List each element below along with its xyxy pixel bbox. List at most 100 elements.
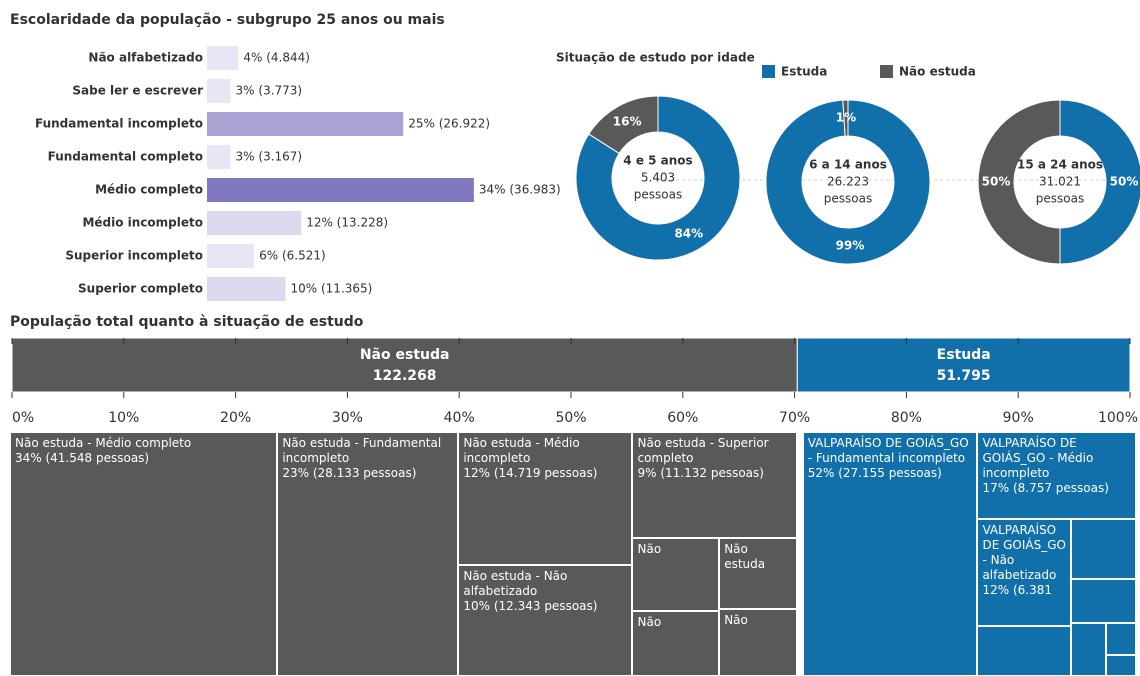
node-name: Não estuda - Médio incompleto	[463, 436, 580, 465]
donut-center-label: 4 e 5 anos	[623, 154, 692, 168]
treemap-node: VALPARAÍSO DE GOIÁS_GO - Não alfabetizad…	[977, 518, 1072, 626]
treemap-node: VALPARAÍSO DE GOIÁS_GO - Médio incomplet…	[977, 432, 1136, 519]
donut-center-total: 31.021	[1039, 175, 1081, 189]
treemap-node	[1071, 518, 1136, 580]
segment-count: 122.268	[373, 368, 437, 384]
donut-center-label: 6 a 14 anos	[809, 158, 887, 172]
x-tick-label: 0%	[12, 410, 34, 426]
value-label: 34% (36.983)	[479, 183, 561, 197]
donut-slice	[1059, 99, 1140, 265]
node-name: VALPARAÍSO DE GOIÁS_GO - Não alfabetizad…	[982, 522, 1066, 582]
donut-slice	[765, 99, 931, 265]
treemap-node: Não estuda - Não alfabetizado 10% (12.343…	[458, 564, 633, 676]
value-label: 4% (4.844)	[243, 51, 310, 65]
treemap-node: Não estuda	[719, 538, 797, 610]
treemap-node	[1106, 622, 1136, 655]
bar-label: Fundamental completo	[48, 150, 203, 164]
treemap-node: Não estuda - Médio incompleto 12% (14.719…	[458, 432, 633, 565]
x-tick-label: 100%	[1098, 410, 1138, 426]
donut-center-total: 5.403	[641, 171, 675, 185]
treemap-node: VALPARAÍSO DE GOIÁS_GO - Fundamental inc…	[802, 432, 978, 676]
treemap-node	[1106, 654, 1136, 676]
bar-title: Escolaridade da população - subgrupo 25 …	[10, 12, 445, 28]
node-detail: 17% (8.757 pessoas)	[982, 481, 1109, 495]
node-name: Não	[637, 542, 662, 557]
node-name: Não estuda - Médio completo	[15, 436, 192, 450]
donut-slice	[977, 99, 1061, 265]
slice-label: 50%	[1110, 175, 1139, 189]
slice-label: 1%	[836, 111, 856, 125]
bar	[207, 79, 231, 103]
treemap-node: Não estuda - Fundamental incompleto 23% (…	[277, 432, 459, 676]
bar	[207, 145, 231, 169]
treemap-node: Não	[632, 538, 720, 611]
stack-segment	[796, 337, 1131, 393]
node-name: VALPARAÍSO DE GOIÁS_GO - Fundamental inc…	[807, 436, 969, 465]
bar-label: Superior completo	[78, 282, 203, 296]
slice-label: 84%	[674, 227, 703, 241]
treemap-node	[977, 625, 1072, 676]
node-name: VALPARAÍSO DE GOIÁS_GO - Médio incomplet…	[982, 436, 1094, 480]
donut-center-label: 15 a 24 anos	[1017, 158, 1103, 172]
x-tick-label: 50%	[555, 410, 586, 426]
value-label: 6% (6.521)	[259, 249, 326, 263]
donut-center-unit: pessoas	[634, 188, 682, 202]
x-tick-label: 30%	[332, 410, 363, 426]
node-detail: 34% (41.548 pessoas)	[15, 451, 150, 465]
bar-label: Médio completo	[95, 183, 203, 197]
bar-label: Superior incompleto	[65, 249, 203, 263]
bar	[207, 178, 474, 202]
value-label: 10% (11.365)	[291, 282, 373, 296]
treemap-node	[1071, 622, 1107, 676]
node-detail: 52% (27.155 pessoas)	[807, 466, 942, 480]
node-name: Não estuda - Superior completo	[637, 436, 769, 465]
legend-swatch	[880, 65, 893, 78]
node-detail: 9% (11.132 pessoas)	[637, 466, 764, 480]
slice-label: 50%	[982, 175, 1011, 189]
x-tick-label: 90%	[1003, 410, 1034, 426]
treemap-node	[1071, 579, 1136, 623]
segment-name: Não estuda	[360, 347, 450, 363]
x-tick-label: 70%	[779, 410, 810, 426]
bar-label: Sabe ler e escrever	[72, 84, 203, 98]
donut-slice	[588, 95, 659, 155]
treemap-node: Não	[719, 609, 797, 676]
value-label: 3% (3.167)	[236, 150, 303, 164]
donut-title: Situação de estudo por idade	[556, 51, 755, 65]
donut-center-unit: pessoas	[824, 192, 872, 206]
value-label: 3% (3.773)	[236, 84, 303, 98]
slice-label: 99%	[836, 238, 865, 252]
x-tick-label: 40%	[444, 410, 475, 426]
treemap-node: Não	[632, 610, 720, 676]
bar	[207, 244, 255, 268]
donut-center-unit: pessoas	[1036, 192, 1084, 206]
donut-slice	[842, 99, 849, 137]
node-name: Não	[724, 613, 748, 628]
node-name: Não estuda - Fundamental incompleto	[282, 436, 442, 465]
segment-count: 51.795	[937, 368, 991, 384]
x-tick-label: 80%	[891, 410, 922, 426]
stack-title: População total quanto à situação de est…	[10, 314, 364, 330]
slice-label: 16%	[613, 114, 642, 128]
x-tick-label: 20%	[220, 410, 251, 426]
node-detail: 23% (28.133 pessoas)	[282, 466, 417, 480]
node-name: Não	[637, 614, 662, 629]
stack-segment	[11, 337, 798, 393]
bar-label: Médio incompleto	[82, 216, 203, 230]
node-name: Não estuda	[724, 542, 766, 572]
treemap-node: Não estuda - Médio completo 34% (41.548 p…	[10, 432, 278, 676]
donut-center-total: 26.223	[827, 175, 869, 189]
x-tick-label: 60%	[667, 410, 698, 426]
bar	[207, 277, 286, 301]
legend-label: Estuda	[781, 65, 827, 79]
node-detail: 12% (14.719 pessoas)	[463, 466, 598, 480]
bar	[207, 211, 302, 235]
bar	[207, 112, 404, 136]
x-tick-label: 10%	[108, 410, 139, 426]
treemap-node: Não estuda - Superior completo 9% (11.132…	[632, 432, 797, 539]
bar-label: Não alfabetizado	[88, 51, 203, 65]
node-detail: 10% (12.343 pessoas)	[463, 598, 598, 613]
